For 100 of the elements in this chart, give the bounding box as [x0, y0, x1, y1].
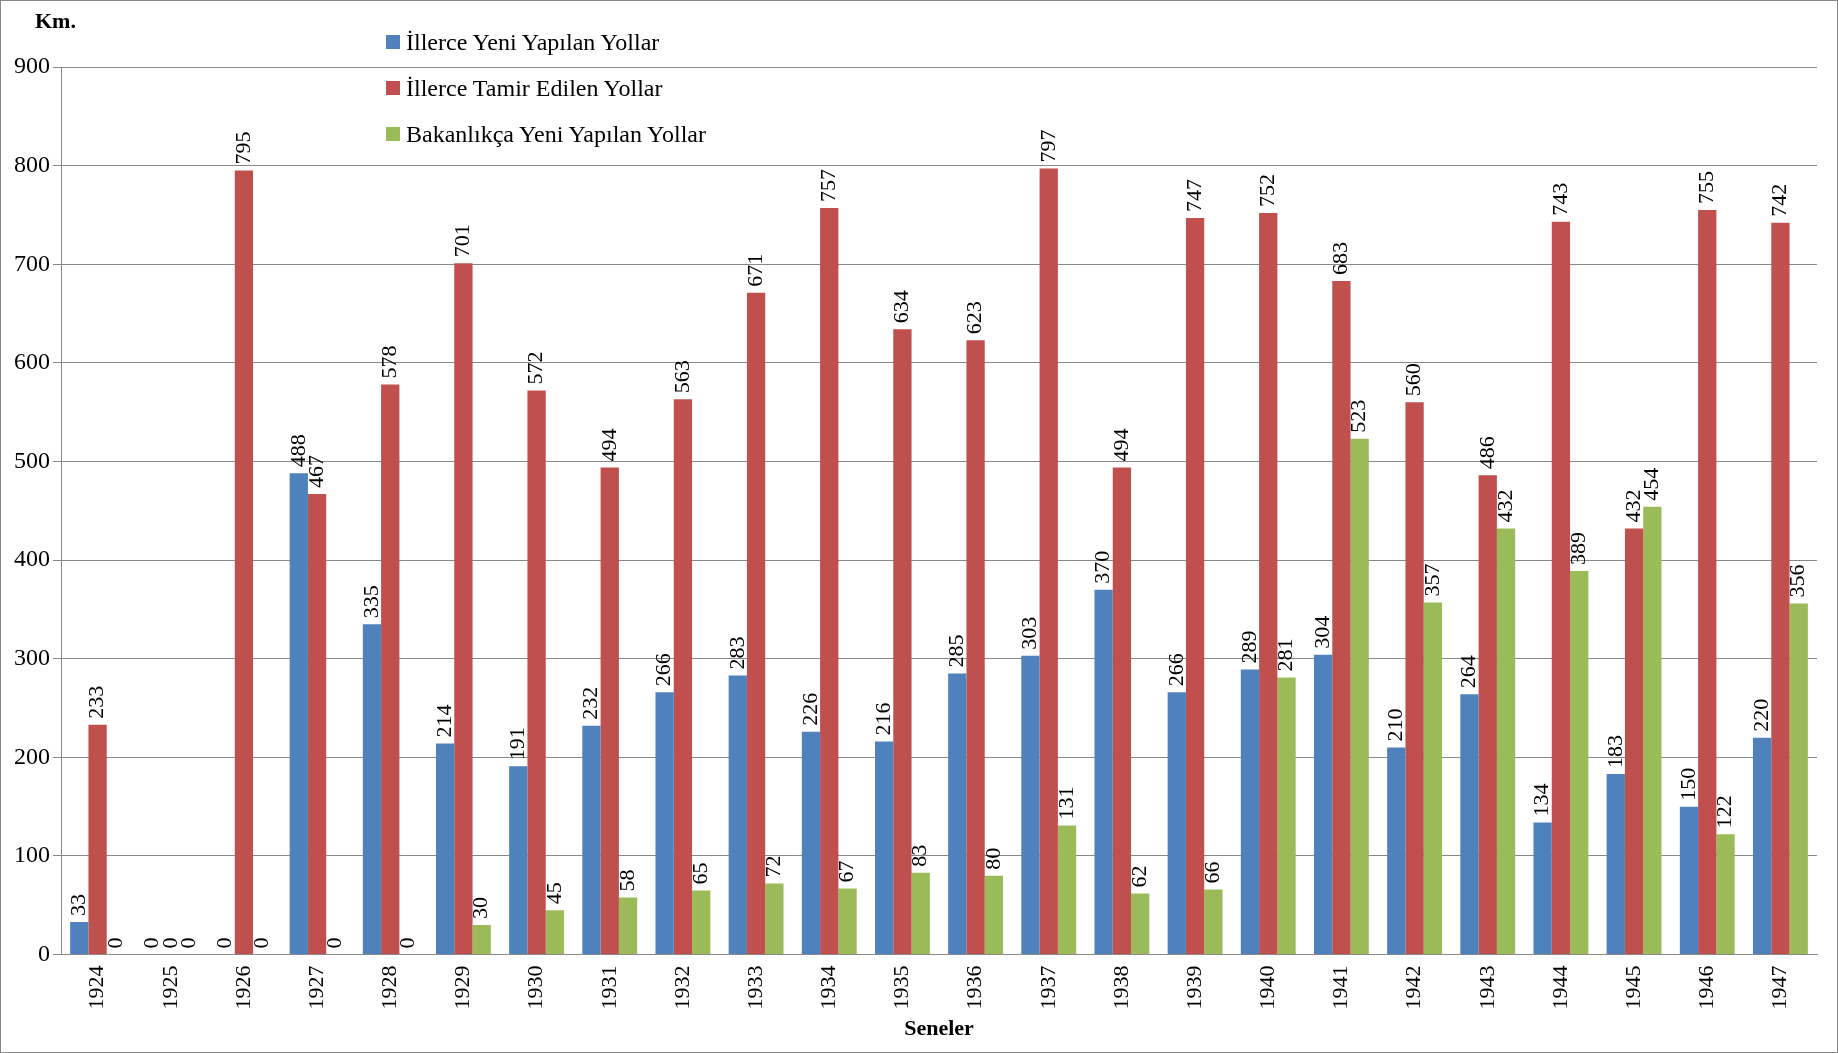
data-label: 65 — [686, 862, 712, 885]
legend-label: İllerce Yeni Yapılan Yollar — [406, 28, 660, 57]
x-axis-title: Seneler — [904, 1015, 975, 1041]
bar — [1387, 747, 1406, 955]
data-label: 183 — [1601, 735, 1627, 769]
bar — [1643, 506, 1662, 955]
bar — [1313, 654, 1333, 955]
bar — [893, 329, 912, 955]
bar — [509, 766, 528, 955]
bar — [1789, 603, 1808, 955]
data-label: 232 — [577, 686, 603, 720]
bar — [820, 208, 839, 955]
data-label: 335 — [357, 585, 383, 619]
bar — [234, 170, 254, 955]
x-tick-label: 1937 — [1034, 965, 1060, 1010]
data-label: 743 — [1546, 182, 1572, 216]
y-tick-label: 700 — [14, 249, 50, 276]
y-tick-label: 900 — [14, 52, 50, 79]
bar — [1496, 528, 1516, 955]
bar — [911, 872, 930, 955]
data-label: 266 — [650, 653, 676, 687]
bar — [1533, 822, 1552, 955]
y-tick-label: 200 — [14, 742, 50, 769]
bar — [1131, 893, 1150, 955]
x-tick-label: 1939 — [1180, 965, 1206, 1010]
x-tick-label: 1942 — [1400, 965, 1426, 1010]
bar — [1112, 467, 1132, 955]
data-label: 131 — [1052, 786, 1078, 820]
data-label: 45 — [540, 882, 566, 905]
x-tick-label: 1932 — [668, 965, 694, 1010]
data-label: 122 — [1711, 795, 1737, 829]
bar — [1405, 402, 1424, 955]
bar — [88, 724, 107, 955]
x-tick-label: 1933 — [741, 965, 767, 1010]
bar — [1606, 774, 1625, 955]
data-label: 281 — [1272, 638, 1298, 672]
data-label: 370 — [1089, 550, 1115, 584]
data-label: 283 — [723, 636, 749, 670]
data-label: 62 — [1125, 865, 1151, 888]
x-tick-label: 1931 — [595, 965, 621, 1010]
x-tick-label: 1941 — [1327, 965, 1353, 1010]
data-label: 671 — [741, 253, 767, 287]
data-label: 72 — [760, 855, 786, 878]
data-label: 389 — [1564, 531, 1590, 565]
bar — [600, 467, 619, 955]
data-label: 572 — [522, 351, 548, 385]
data-label: 795 — [229, 131, 255, 165]
bar — [1259, 212, 1278, 955]
data-label: 0 — [101, 937, 127, 949]
bar — [1167, 692, 1186, 955]
data-label: 797 — [1034, 129, 1060, 163]
bar — [1185, 217, 1205, 955]
bar — [1752, 737, 1772, 955]
x-tick-label: 1925 — [156, 965, 182, 1010]
data-label: 66 — [1199, 861, 1225, 884]
bar — [545, 910, 565, 955]
bar — [984, 875, 1004, 955]
bar — [527, 390, 546, 955]
bar — [454, 263, 473, 955]
y-tick-label: 0 — [38, 939, 50, 966]
data-label: 150 — [1674, 767, 1700, 801]
bar — [1350, 438, 1369, 955]
bar — [1551, 221, 1571, 955]
data-label: 30 — [467, 897, 493, 920]
data-label: 80 — [979, 847, 1005, 870]
bar — [1204, 889, 1223, 955]
bar — [1716, 834, 1735, 955]
data-label: 356 — [1784, 564, 1810, 598]
data-label: 0 — [321, 937, 347, 949]
bar — [70, 922, 89, 955]
bar — [582, 725, 601, 955]
bar — [1460, 694, 1479, 955]
data-label: 432 — [1619, 489, 1645, 523]
x-tick-label: 1929 — [449, 965, 475, 1010]
bar — [728, 675, 747, 955]
data-label: 220 — [1747, 698, 1773, 732]
y-tick-label: 800 — [14, 150, 50, 177]
x-tick-label: 1947 — [1766, 965, 1792, 1010]
data-label: 216 — [869, 702, 895, 736]
data-label: 0 — [394, 937, 420, 949]
bar — [966, 340, 985, 955]
data-label: 289 — [1235, 630, 1261, 664]
x-tick-label: 1930 — [522, 965, 548, 1010]
y-tick-label: 500 — [14, 446, 50, 473]
data-label: 486 — [1473, 436, 1499, 470]
data-label: 578 — [376, 345, 402, 379]
x-tick-label: 1924 — [83, 965, 109, 1010]
y-tick-label: 300 — [14, 644, 50, 671]
data-label: 701 — [449, 224, 475, 258]
bar — [1332, 281, 1351, 955]
data-label: 560 — [1400, 363, 1426, 397]
bar — [1423, 602, 1443, 955]
bar — [1057, 825, 1077, 955]
data-label: 752 — [1254, 173, 1280, 207]
bar — [801, 731, 821, 955]
bar — [765, 883, 784, 955]
data-label: 432 — [1491, 489, 1517, 523]
bar — [1771, 222, 1790, 955]
data-label: 226 — [796, 692, 822, 726]
y-tick-label: 400 — [14, 545, 50, 572]
